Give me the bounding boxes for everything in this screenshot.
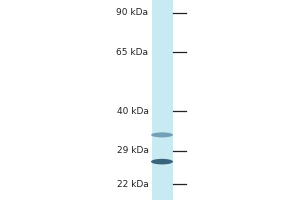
Text: 29 kDa: 29 kDa	[117, 146, 148, 155]
Text: 90 kDa: 90 kDa	[116, 8, 148, 17]
Text: 40 kDa: 40 kDa	[117, 107, 148, 116]
Bar	[152, 0, 172, 200]
Ellipse shape	[151, 132, 173, 137]
Ellipse shape	[151, 159, 173, 164]
Text: 22 kDa: 22 kDa	[117, 180, 148, 189]
Text: 65 kDa: 65 kDa	[116, 48, 148, 57]
